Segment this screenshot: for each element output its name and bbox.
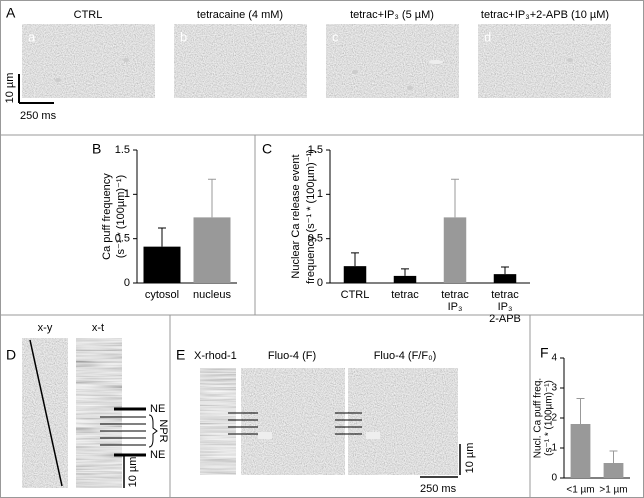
- y-axis-label: (s⁻¹ * (100µm)⁻¹): [115, 175, 127, 258]
- image-b: [174, 24, 307, 98]
- x-tick-label: tetrac: [491, 289, 519, 301]
- image-fluo-ff0: [348, 368, 458, 475]
- image-title: tetrac+IP₃+2-APB (10 µM): [481, 9, 609, 21]
- error-bar: [609, 450, 618, 463]
- bracket: [148, 414, 158, 448]
- y-tick-label: 0.5: [115, 233, 130, 245]
- bar: [443, 217, 467, 283]
- image-letter: d: [484, 29, 491, 44]
- image-title: tetracaine (4 mM): [197, 9, 283, 21]
- y-axis-label: frequency (s⁻¹ * (100µm)⁻¹): [305, 149, 317, 284]
- y-tick-label: 1.5: [308, 144, 323, 156]
- image-letter: b: [180, 29, 187, 44]
- y-tick-label: 0.5: [308, 233, 323, 245]
- annotation: NE: [150, 449, 165, 461]
- panel-label: B: [92, 141, 101, 157]
- panel-label: E: [176, 347, 185, 363]
- error-bar: [208, 178, 216, 218]
- image-title: tetrac+IP₃ (5 µM): [350, 9, 434, 21]
- y-axis-label: Nuclear Ca release event: [290, 154, 302, 278]
- image-letter: a: [28, 29, 36, 44]
- image-title: Fluo-4 (F/F₀): [374, 350, 437, 362]
- error-bar: [501, 266, 509, 275]
- y-tick-label: 1.5: [115, 144, 130, 156]
- image-c: [326, 24, 459, 98]
- scale-label: 10 µm: [464, 443, 476, 474]
- scale-label: 10 µm: [127, 457, 139, 488]
- y-axis-label: (s⁻¹ * (100µm)⁻¹): [544, 380, 555, 456]
- y-tick-label: 1: [551, 443, 557, 454]
- image-letter: c: [332, 29, 339, 44]
- y-tick-label: 2: [551, 413, 557, 424]
- bar: [143, 246, 181, 283]
- y-tick-label: 4: [551, 353, 557, 364]
- marker-lines: [228, 412, 362, 435]
- y-tick-label: 1: [124, 188, 130, 200]
- image-d: [478, 24, 611, 98]
- bar: [603, 463, 624, 478]
- error-bar: [576, 398, 585, 424]
- scale-label: 250 ms: [20, 110, 57, 122]
- y-tick-label: 0: [124, 277, 130, 289]
- bar: [570, 424, 591, 478]
- annotation: NE: [150, 403, 165, 415]
- image-a: [22, 24, 155, 98]
- image-xrhod: [200, 368, 236, 475]
- bar: [393, 275, 417, 283]
- x-tick-label: CTRL: [341, 289, 370, 301]
- x-tick-label: cytosol: [145, 289, 179, 301]
- y-tick-label: 1: [317, 188, 323, 200]
- image-xy: [22, 338, 68, 488]
- scale-label: 10 µm: [4, 73, 16, 104]
- error-bar: [351, 252, 359, 267]
- bar: [493, 274, 517, 283]
- image-title: X-rhod-1: [194, 350, 237, 362]
- y-axis-label: Ca puff frequency: [101, 173, 113, 260]
- bar: [343, 266, 367, 283]
- error-bar: [451, 178, 459, 218]
- x-tick-label: nucleus: [193, 289, 231, 301]
- error-bar: [158, 227, 166, 247]
- annotation: NPR: [157, 419, 169, 442]
- panel-label: C: [262, 141, 272, 157]
- y-axis-label: Nucl. Ca puff freq.: [533, 378, 544, 458]
- image-title: Fluo-4 (F): [268, 350, 316, 362]
- x-tick-label: <1 µm: [566, 485, 594, 496]
- y-tick-label: 0: [317, 277, 323, 289]
- x-tick-label: tetrac: [391, 289, 419, 301]
- scale-label: 250 ms: [420, 483, 457, 495]
- panel-label: A: [6, 5, 16, 21]
- x-tick-label: IP₃: [448, 301, 463, 313]
- x-tick-label: tetrac: [441, 289, 469, 301]
- image-fluo-f: [241, 368, 345, 475]
- image-xt: [76, 338, 122, 488]
- image-title: x-t: [92, 322, 104, 334]
- npr-lines: [100, 416, 146, 446]
- image-title: CTRL: [74, 9, 103, 21]
- panel-label: D: [6, 347, 16, 363]
- x-tick-label: IP₃: [498, 301, 513, 313]
- image-title: x-y: [38, 322, 53, 334]
- y-tick-label: 3: [551, 383, 557, 394]
- x-tick-label: 2-APB: [489, 313, 521, 325]
- x-tick-label: >1 µm: [599, 485, 627, 496]
- bar: [193, 217, 231, 283]
- panel-label: F: [540, 345, 549, 361]
- error-bar: [401, 268, 409, 276]
- y-tick-label: 0: [551, 473, 557, 484]
